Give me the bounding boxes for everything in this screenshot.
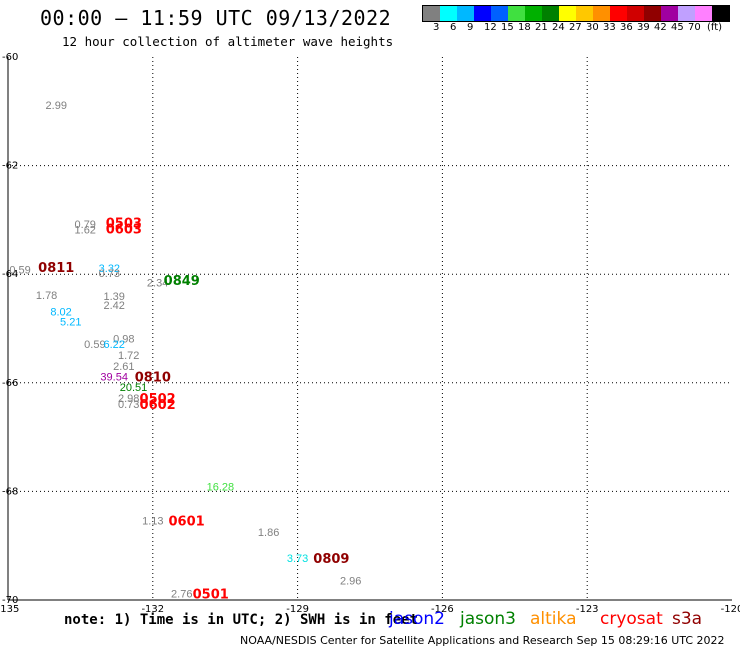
wave-height-value: 1.78	[36, 290, 57, 302]
wave-height-value: 0.59	[84, 339, 105, 351]
legend-swatch	[695, 6, 712, 21]
legend-label: 12	[484, 22, 497, 33]
wave-height-value: 8.02	[50, 307, 71, 319]
legend-swatch	[440, 6, 457, 21]
legend-swatch	[576, 6, 593, 21]
legend-swatch	[474, 6, 491, 21]
legend-label: 39	[637, 22, 650, 33]
wave-height-value: 1.62	[75, 225, 96, 237]
wave-height-value: 6.22	[103, 339, 124, 351]
legend-label: 21	[535, 22, 548, 33]
legend-swatch	[627, 6, 644, 21]
wave-height-value: 3.32	[99, 263, 120, 275]
satellite-legend-s3a: s3a	[672, 609, 703, 629]
satellite-legend-altika: altika	[530, 609, 577, 629]
lat-tick-label: -66	[2, 378, 18, 389]
pass-time-label: 0849	[164, 274, 200, 289]
wave-height-value: 0.79	[75, 219, 96, 231]
map-title: 00:00 – 11:59 UTC 09/13/2022	[40, 6, 392, 30]
legend-label: 24	[552, 22, 565, 33]
wave-height-value: 0.73	[99, 268, 120, 280]
lon-tick-label: -129	[286, 604, 309, 615]
legend-swatch	[644, 6, 661, 21]
satellite-legend-cryosat: cryosat	[600, 609, 663, 629]
legend-swatch	[559, 6, 576, 21]
wave-height-value: 39.54	[100, 371, 128, 383]
wave-height-value: 2.96	[340, 575, 361, 587]
wave-height-value: 1.86	[258, 527, 279, 539]
lon-tick-label: -135	[0, 604, 19, 615]
wave-height-value: 1.72	[118, 350, 139, 362]
legend-label: 70	[688, 22, 701, 33]
legend-label: 3	[433, 22, 440, 33]
legend-swatch	[661, 6, 678, 21]
pass-time-label: 0503	[106, 217, 142, 232]
wave-height-value: 3.73	[287, 553, 308, 565]
legend-swatch	[712, 6, 729, 21]
wave-height-value: 0.59	[9, 264, 30, 276]
legend-swatch	[593, 6, 610, 21]
wave-height-value: 2.98	[118, 393, 139, 405]
legend-label: 42	[654, 22, 667, 33]
legend-swatch	[457, 6, 474, 21]
wave-height-value: 5.21	[60, 316, 81, 328]
legend-label: 15	[501, 22, 514, 33]
pass-time-label: 0601	[168, 515, 204, 530]
lat-tick-label: -64	[2, 269, 18, 280]
legend-label: 33	[603, 22, 616, 33]
wave-height-value: 2.34	[147, 277, 168, 289]
lat-tick-label: -60	[2, 52, 18, 63]
pass-time-label: 0811	[38, 261, 74, 276]
pass-time-label: 0603	[106, 223, 142, 238]
legend-swatch	[542, 6, 559, 21]
color-scale-legend	[422, 5, 730, 22]
lat-tick-label: -68	[2, 486, 18, 497]
legend-label: 36	[620, 22, 633, 33]
legend-label: 18	[518, 22, 531, 33]
footer-note: note: 1) Time is in UTC; 2) SWH is in fe…	[64, 612, 419, 628]
pass-time-label: 0809	[313, 552, 349, 567]
legend-label: (ft)	[707, 22, 723, 33]
legend-swatch	[508, 6, 525, 21]
pass-time-label: 0502	[140, 392, 176, 407]
legend-label: 6	[450, 22, 457, 33]
legend-swatch	[525, 6, 542, 21]
lat-tick-label: -70	[2, 595, 18, 606]
credit-line: NOAA/NESDIS Center for Satellite Applica…	[240, 634, 725, 647]
lon-tick-label: -123	[576, 604, 599, 615]
lat-tick-label: -62	[2, 161, 18, 172]
wave-height-value: 2.42	[103, 300, 124, 312]
pass-time-label: 0810	[135, 370, 171, 385]
wave-height-value: 0.98	[113, 333, 134, 345]
wave-height-value: 1.13	[142, 516, 163, 528]
wave-height-value: 1.39	[103, 291, 124, 303]
map-subtitle: 12 hour collection of altimeter wave hei…	[62, 34, 394, 49]
legend-swatch	[610, 6, 627, 21]
wave-height-value: 2.61	[113, 361, 134, 373]
wave-height-value: 20.51	[120, 382, 148, 394]
legend-label: 45	[671, 22, 684, 33]
legend-swatch	[491, 6, 508, 21]
pass-time-label: 0501	[193, 587, 229, 602]
legend-swatch	[423, 6, 440, 21]
legend-label: 30	[586, 22, 599, 33]
satellite-legend-jason2: jason2	[389, 609, 445, 629]
wave-height-value: 2.76	[171, 588, 192, 600]
wave-height-value: 0.73	[118, 399, 139, 411]
lon-tick-label: -120	[721, 604, 740, 615]
satellite-legend-jason3: jason3	[460, 609, 516, 629]
legend-label: 9	[467, 22, 474, 33]
lon-tick-label: -126	[431, 604, 454, 615]
pass-time-label: 0602	[140, 398, 176, 413]
legend-swatch	[678, 6, 695, 21]
lon-tick-label: -132	[141, 604, 164, 615]
legend-label: 27	[569, 22, 582, 33]
wave-height-value: 16.28	[207, 482, 235, 494]
wave-height-value: 2.99	[46, 100, 67, 112]
